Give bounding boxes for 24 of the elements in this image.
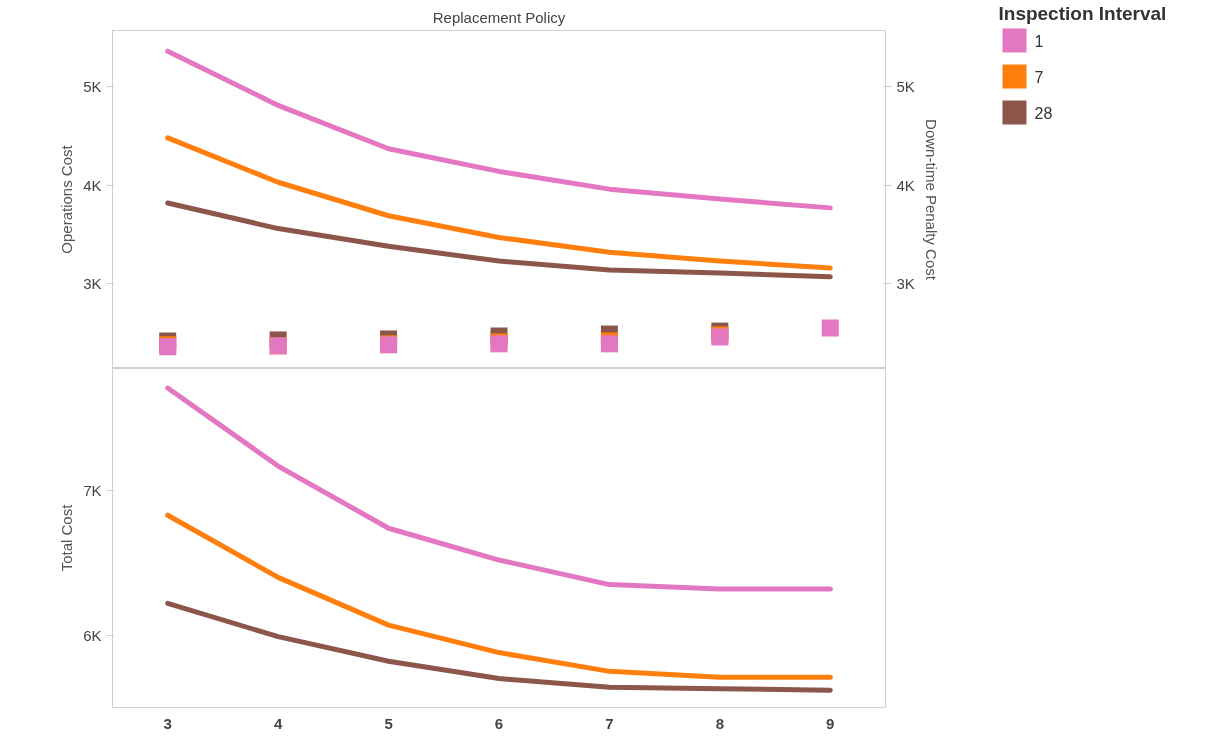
y-tick-label: 7K <box>83 482 102 500</box>
y-tick-label: 6K <box>83 626 102 644</box>
x-tick-label: 3 <box>163 714 172 732</box>
y-axis-title: Total Cost <box>58 503 76 572</box>
legend-label: 1 <box>1034 32 1044 50</box>
y2-tick-label: 3K <box>896 275 915 293</box>
legend-title: Inspection Interval <box>998 2 1167 24</box>
y2-tick-label: 5K <box>896 78 915 96</box>
legend-label: 7 <box>1034 68 1044 86</box>
x-tick-label: 7 <box>605 714 614 732</box>
x-tick-label: 6 <box>494 714 504 732</box>
x-axis-title: Replacement Policy <box>432 8 566 26</box>
y-axis-title: Operations Cost <box>58 144 76 254</box>
point <box>821 319 839 337</box>
y-tick-label: 4K <box>83 176 102 194</box>
legend-label: 28 <box>1034 104 1053 122</box>
x-tick-label: 8 <box>715 714 725 732</box>
y-tick-label: 3K <box>83 275 102 293</box>
y-tick-label: 5K <box>83 78 102 96</box>
x-tick-label: 5 <box>384 714 393 732</box>
y2-tick-label: 4K <box>896 176 915 194</box>
y2-axis-title: Down-time Penalty Cost <box>922 119 940 281</box>
x-tick-label: 9 <box>826 714 835 732</box>
x-tick-label: 4 <box>273 714 283 732</box>
